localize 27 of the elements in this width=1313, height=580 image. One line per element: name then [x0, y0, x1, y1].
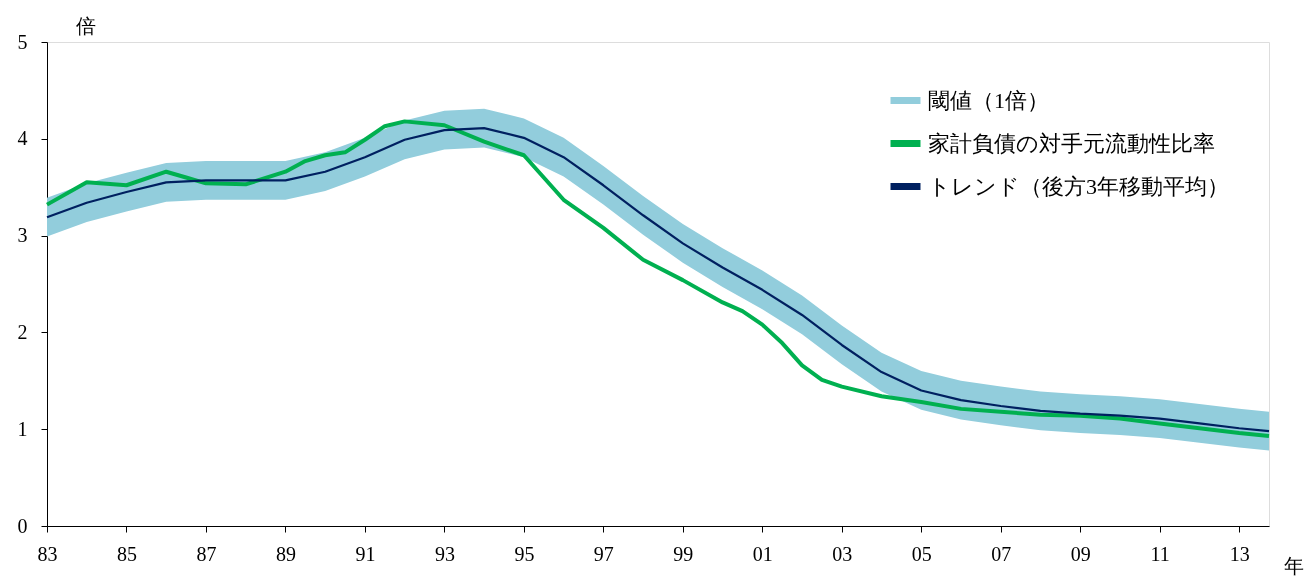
x-tick-label: 01 — [752, 542, 773, 565]
y-tick-label: 1 — [17, 417, 28, 440]
y-tick-label: 0 — [17, 514, 28, 537]
y-tick-label: 5 — [17, 30, 28, 53]
x-tick-label: 89 — [275, 542, 296, 565]
x-tick-label: 83 — [37, 542, 58, 565]
x-tick-label: 85 — [116, 542, 137, 565]
y-tick-label: 2 — [17, 320, 28, 343]
x-tick-label: 95 — [514, 542, 535, 565]
x-tick-label: 07 — [991, 542, 1012, 565]
y-tick-label: 3 — [17, 224, 28, 247]
x-tick-label: 09 — [1070, 542, 1091, 565]
x-tick-label: 11 — [1150, 542, 1170, 565]
x-tick-label: 05 — [911, 542, 932, 565]
x-axis-title: 年 — [1283, 554, 1304, 577]
legend-label: 閾値（1倍） — [928, 87, 1049, 113]
x-tick-label: 13 — [1229, 542, 1250, 565]
x-tick-label: 93 — [434, 542, 455, 565]
x-tick-label: 97 — [593, 542, 614, 565]
x-tick-label: 99 — [673, 542, 694, 565]
y-tick-label: 4 — [17, 127, 28, 150]
y-axis-title: 倍 — [75, 14, 96, 37]
x-tick-label: 03 — [832, 542, 853, 565]
legend-label: 家計負債の対手元流動性比率 — [928, 130, 1215, 156]
x-tick-label: 91 — [355, 542, 376, 565]
x-tick-label: 87 — [196, 542, 217, 565]
legend-label: トレンド（後方3年移動平均） — [928, 173, 1229, 199]
